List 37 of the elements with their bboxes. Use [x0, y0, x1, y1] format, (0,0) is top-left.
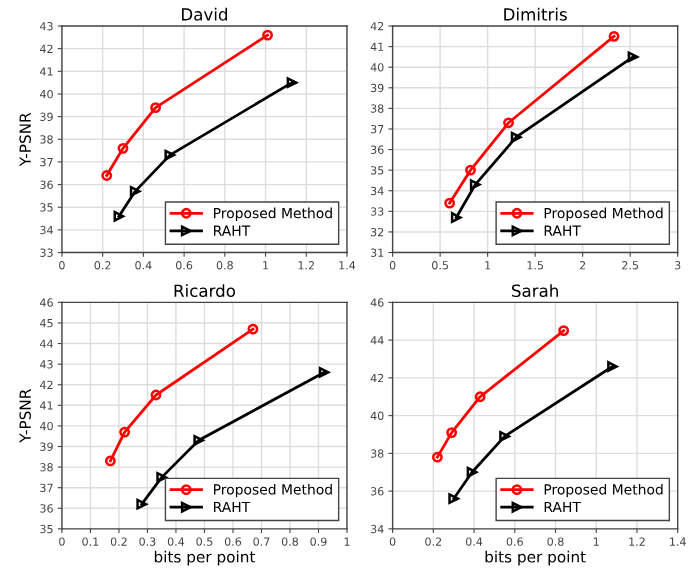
chart-title: Dimitris — [504, 7, 567, 21]
point — [136, 498, 148, 510]
point — [150, 102, 161, 113]
point — [129, 185, 141, 197]
point — [510, 131, 522, 143]
point — [262, 29, 273, 41]
point — [113, 210, 125, 222]
point — [119, 426, 131, 438]
point — [466, 466, 478, 478]
point — [318, 366, 330, 378]
point — [448, 493, 460, 505]
chart-title: Sarah — [512, 284, 558, 298]
point — [558, 325, 570, 337]
line-series — [444, 30, 620, 209]
point — [446, 427, 458, 439]
point — [164, 149, 176, 161]
point — [444, 197, 456, 209]
point — [499, 430, 511, 442]
point — [474, 391, 486, 403]
point — [286, 77, 298, 89]
chart-title: David — [182, 7, 227, 21]
point — [627, 51, 639, 63]
point — [431, 451, 443, 463]
point — [247, 323, 259, 335]
point — [156, 471, 168, 483]
point — [469, 179, 481, 190]
point — [450, 212, 462, 223]
point — [503, 117, 514, 129]
point — [104, 455, 116, 467]
point — [101, 170, 113, 181]
point — [150, 389, 162, 401]
point — [465, 164, 476, 176]
point — [117, 142, 129, 154]
point — [608, 30, 620, 42]
point — [193, 434, 205, 446]
line-series — [101, 29, 273, 181]
chart-title: Ricardo — [174, 284, 236, 298]
